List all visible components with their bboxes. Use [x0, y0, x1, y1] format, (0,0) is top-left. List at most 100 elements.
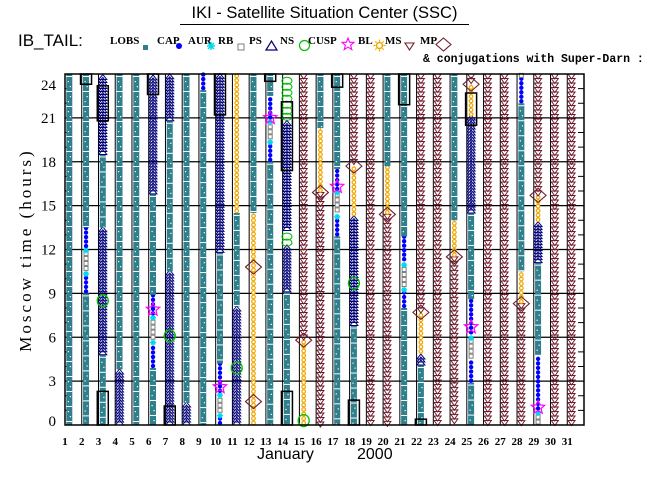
ms-triangle [533, 136, 543, 143]
bl-sun [384, 200, 390, 206]
segment-lobs [417, 365, 424, 425]
ms-triangle [483, 186, 493, 193]
lobs-tick [220, 334, 222, 336]
lobs-tick [67, 231, 69, 233]
lobs-tick [133, 211, 140, 212]
lobs-tick [287, 363, 289, 366]
ms-triangle [533, 127, 543, 134]
lobs-tick [203, 412, 205, 414]
ms-triangle [483, 325, 493, 332]
rb-square [468, 343, 474, 349]
lobs-tick [270, 353, 272, 355]
lobs-tick [218, 319, 220, 321]
ms-triangle [382, 308, 392, 315]
x-tick-label: 8 [179, 436, 185, 448]
lobs-tick [350, 402, 357, 404]
lobs-tick [150, 225, 157, 227]
aur-asterisk [468, 335, 475, 342]
lobs-tick [320, 126, 323, 128]
lobs-tick [67, 351, 69, 353]
bl-sun [251, 294, 256, 300]
lobs-tick [538, 344, 540, 346]
lobs-tick [384, 136, 391, 137]
ms-triangle [567, 226, 577, 233]
lobs-tick [184, 251, 187, 253]
segment-rb [217, 397, 223, 413]
ps-triangle [97, 103, 108, 110]
ms-triangle [449, 373, 459, 380]
lobs-tick [118, 221, 120, 223]
lobs-tick [401, 91, 408, 92]
ps-triangle [533, 256, 544, 264]
ms-triangle [567, 163, 577, 170]
lobs-tick [186, 176, 189, 178]
ms-triangle [299, 267, 309, 274]
bl-sun [234, 154, 240, 160]
lobs-tick [469, 409, 471, 411]
lobs-tick [283, 353, 290, 355]
ps-triangle [466, 204, 477, 211]
lobs-tick [404, 320, 406, 322]
lobs-tick [404, 146, 406, 148]
bl-sun [301, 375, 307, 381]
lobs-tick [536, 319, 538, 321]
lobs-tick [401, 370, 408, 371]
lobs-tick [151, 290, 153, 293]
conjugation-note: & conjugations with Super-Darn : [423, 53, 644, 66]
lobs-tick [203, 132, 205, 134]
rb-square [217, 397, 223, 403]
lobs-tick [200, 422, 207, 424]
ps-triangle [281, 170, 292, 177]
ps-triangle [97, 97, 108, 104]
aur-asterisk [401, 286, 408, 293]
ms-triangle [483, 420, 493, 427]
lobs-tick [134, 191, 136, 193]
bl-sun [318, 170, 323, 175]
cap-dot [535, 365, 541, 371]
lobs-tick [84, 81, 86, 83]
ps-triangle [533, 247, 544, 255]
lobs-tick [384, 106, 391, 107]
ms-triangle [315, 385, 325, 392]
segment-bl [535, 194, 541, 223]
bl-sun [351, 197, 357, 203]
x-tick-label: 22 [411, 436, 423, 448]
lobs-tick [317, 91, 324, 92]
ms-triangle [366, 163, 376, 170]
ms-triangle [483, 357, 493, 364]
lobs-tick [183, 286, 190, 287]
ps-triangle [466, 171, 477, 178]
ps-triangle [214, 72, 226, 79]
lobs-tick [133, 151, 140, 152]
lobs-tick [183, 181, 190, 182]
lobs-tick [404, 216, 406, 218]
ms-triangle [315, 236, 325, 244]
segment-ps [281, 244, 292, 293]
lobs-tick [184, 171, 187, 173]
ms-triangle [366, 127, 376, 134]
lobs-tick [250, 211, 257, 212]
ms-triangle [449, 337, 459, 344]
ms-triangle [533, 163, 543, 170]
ms-triangle [349, 132, 359, 139]
ms-triangle [567, 87, 577, 94]
lobs-tick [116, 181, 123, 182]
lobs-tick [116, 106, 123, 107]
lobs-tick [404, 86, 406, 88]
lobs-tick [201, 267, 203, 269]
cap-dot [268, 157, 273, 162]
day-column-9 [200, 72, 207, 426]
lobs-tick [120, 356, 122, 358]
cap-dot [217, 370, 223, 376]
ms-triangle [483, 348, 493, 355]
ms-triangle [416, 177, 426, 184]
lobs-tick [451, 136, 458, 137]
lobs-tick [468, 274, 475, 276]
bl-sun [251, 416, 256, 421]
ms-triangle [483, 271, 493, 278]
lobs-tick [67, 101, 69, 103]
lobs-tick [86, 146, 88, 148]
ps-triangle [97, 133, 108, 140]
lobs-tick [251, 111, 254, 113]
cap-dot [201, 81, 206, 86]
